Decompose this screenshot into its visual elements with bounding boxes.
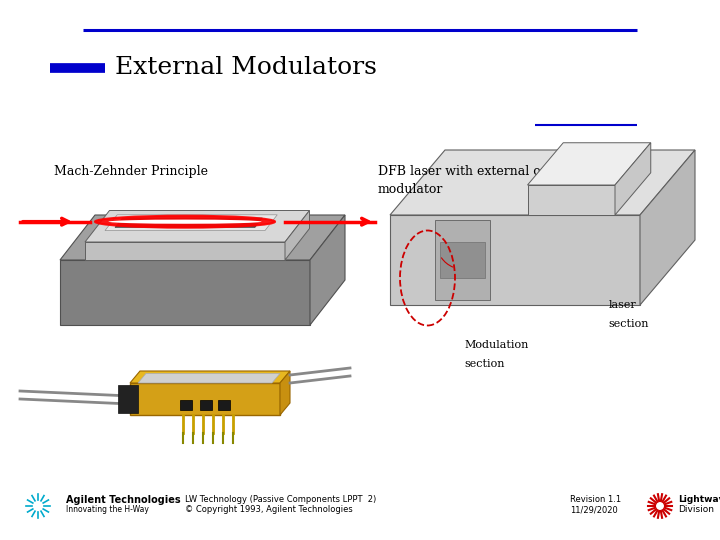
Ellipse shape: [95, 215, 275, 228]
Polygon shape: [528, 185, 615, 215]
Text: Mach-Zehnder Principle: Mach-Zehnder Principle: [54, 165, 208, 178]
Text: Agilent Technologies: Agilent Technologies: [66, 495, 181, 505]
Polygon shape: [138, 373, 280, 383]
Text: Modulation: Modulation: [464, 340, 528, 350]
Polygon shape: [85, 242, 285, 260]
Text: © Copyright 1993, Agilent Technologies: © Copyright 1993, Agilent Technologies: [185, 505, 353, 515]
Text: External Modulators: External Modulators: [115, 57, 377, 79]
Bar: [200, 400, 212, 410]
Bar: [180, 400, 192, 410]
Polygon shape: [435, 220, 490, 300]
Text: Innovating the H-Way: Innovating the H-Way: [66, 505, 149, 515]
Text: section: section: [608, 319, 649, 329]
Text: DFB laser with external on-chip: DFB laser with external on-chip: [378, 165, 580, 178]
Polygon shape: [60, 215, 345, 260]
Polygon shape: [390, 150, 695, 215]
Polygon shape: [285, 211, 310, 260]
Polygon shape: [528, 143, 651, 185]
Text: Revision 1.1: Revision 1.1: [570, 496, 621, 504]
Polygon shape: [115, 218, 262, 227]
Polygon shape: [615, 143, 651, 215]
Text: Division: Division: [678, 504, 714, 514]
Polygon shape: [60, 260, 310, 325]
Polygon shape: [130, 371, 290, 383]
Polygon shape: [85, 211, 310, 242]
Text: modulator: modulator: [378, 183, 444, 196]
Ellipse shape: [109, 220, 261, 224]
Polygon shape: [310, 215, 345, 325]
Text: LW Technology (Passive Components LPPT  2): LW Technology (Passive Components LPPT 2…: [185, 496, 377, 504]
Text: laser: laser: [608, 300, 636, 310]
Polygon shape: [118, 385, 138, 413]
Bar: [218, 400, 230, 410]
Text: Lightwave: Lightwave: [678, 495, 720, 503]
Polygon shape: [130, 383, 280, 415]
Polygon shape: [390, 215, 640, 305]
Text: 11/29/2020: 11/29/2020: [570, 505, 618, 515]
Polygon shape: [440, 242, 485, 278]
Text: section: section: [464, 359, 505, 369]
Polygon shape: [280, 371, 290, 415]
Polygon shape: [640, 150, 695, 305]
Polygon shape: [105, 215, 277, 231]
